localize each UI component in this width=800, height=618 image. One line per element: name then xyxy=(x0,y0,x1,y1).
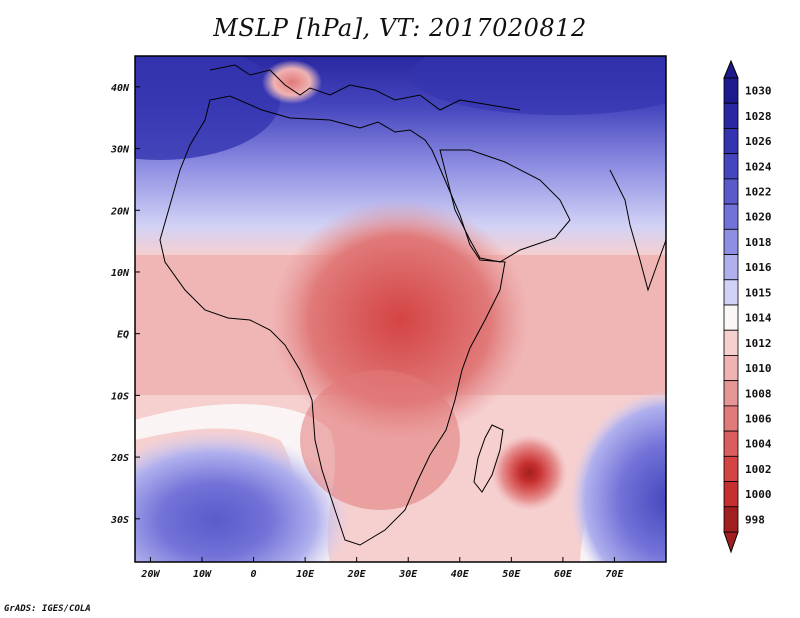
colorbar-swatch xyxy=(723,329,739,356)
colorbar-swatch xyxy=(723,455,739,482)
colorbar-swatch xyxy=(723,355,739,382)
colorbar-label: 1015 xyxy=(745,286,772,299)
colorbar-label: 1020 xyxy=(745,211,772,224)
colorbar-label: 1016 xyxy=(745,261,772,274)
madagascar-coastline xyxy=(473,424,504,493)
lat-tick-label: 30S xyxy=(110,515,129,526)
pressure-field xyxy=(135,56,666,562)
colorbar-swatch xyxy=(723,102,739,129)
colorbar-swatch xyxy=(723,506,739,533)
colorbar: 1030 1028 1026 1024 1022 1020 1018 1016 1015 1014… xyxy=(723,59,772,554)
colorbar-label: 1022 xyxy=(745,186,772,199)
lon-tick-label: 30E xyxy=(398,569,418,580)
lat-tick-label: 20S xyxy=(110,453,129,464)
colorbar-label: 998 xyxy=(745,513,765,526)
colorbar-label: 1014 xyxy=(745,312,772,325)
colorbar-label: 1026 xyxy=(745,135,772,148)
colorbar-swatch xyxy=(723,178,739,205)
colorbar-label: 1018 xyxy=(745,236,772,249)
field-se-high xyxy=(570,390,666,562)
cyclone-low-center xyxy=(491,434,568,511)
lat-tick-label: 10N xyxy=(111,268,130,279)
lon-tick-label: 0 xyxy=(251,569,257,580)
field-mediterranean-low xyxy=(262,60,322,104)
lat-tick-label: 40N xyxy=(111,83,130,94)
lat-tick-label: 30N xyxy=(110,145,130,156)
map-frame xyxy=(134,55,667,563)
lon-tick-label: 50E xyxy=(502,569,521,580)
field-asia-high xyxy=(410,56,666,115)
lon-axis: 20W 10W 0 10E 20E 30E 40E 50E 60E 70E xyxy=(140,557,624,580)
africa-coastline xyxy=(159,95,506,546)
lat-tick-label: 10S xyxy=(111,391,129,402)
colorbar-swatch xyxy=(723,430,739,457)
lon-tick-label: 20W xyxy=(140,569,160,580)
colorbar-swatch xyxy=(723,77,739,104)
field-sw-high xyxy=(135,430,350,562)
colorbar-swatch xyxy=(723,380,739,407)
colorbar-label: 1030 xyxy=(745,85,772,98)
arabia-coastline xyxy=(439,149,571,263)
lon-tick-label: 20E xyxy=(347,569,367,580)
field-southern-africa-low xyxy=(300,370,460,510)
colorbar-label: 1002 xyxy=(745,463,772,476)
colorbar-label: 1008 xyxy=(745,387,772,400)
colorbar-swatch xyxy=(723,279,739,306)
colorbar-swatch xyxy=(723,254,739,281)
colorbar-swatch xyxy=(723,405,739,432)
lon-tick-label: 10W xyxy=(193,569,212,580)
colorbar-label: 1000 xyxy=(745,488,772,501)
lat-tick-label: 20N xyxy=(110,206,130,217)
field-central-africa-low xyxy=(270,200,530,440)
colorbar-swatch xyxy=(723,481,739,508)
colorbar-label: 1010 xyxy=(745,362,772,375)
colorbar-bottom-arrow xyxy=(723,531,739,554)
colorbar-swatch xyxy=(723,228,739,255)
grads-credit: GrADS: IGES/COLA xyxy=(4,604,91,614)
lat-tick-label: EQ xyxy=(117,330,129,341)
lat-axis: 40N 30N 20N 10N EQ 10S 20S 30S xyxy=(110,83,140,526)
colorbar-swatch xyxy=(723,203,739,230)
colorbar-swatch xyxy=(723,153,739,180)
colorbar-swatch xyxy=(723,304,739,331)
colorbar-label: 1012 xyxy=(745,337,772,350)
colorbar-swatch xyxy=(723,128,739,155)
colorbar-label: 1006 xyxy=(745,413,772,426)
lon-tick-label: 60E xyxy=(554,569,573,580)
colorbar-label: 1028 xyxy=(745,110,772,123)
lon-tick-label: 70E xyxy=(605,569,624,580)
colorbar-label: 1024 xyxy=(745,160,772,173)
india-coastline xyxy=(609,169,666,292)
coastlines xyxy=(159,64,666,546)
lon-tick-label: 10E xyxy=(296,569,315,580)
figure-title: MSLP [hPa], VT: 2017020812 xyxy=(213,14,587,42)
colorbar-top-arrow xyxy=(723,59,739,79)
field-atlantic-high xyxy=(135,56,280,160)
europe-coastline xyxy=(209,64,521,111)
colorbar-label: 1004 xyxy=(745,438,772,451)
lon-tick-label: 40E xyxy=(451,569,470,580)
